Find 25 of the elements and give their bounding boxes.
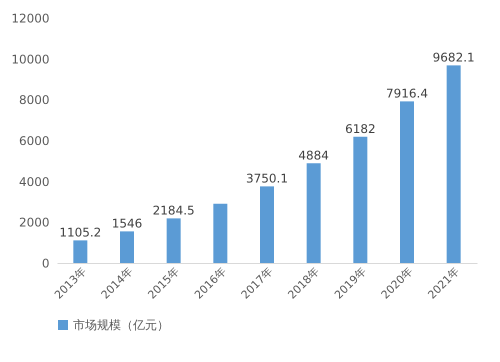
bar	[306, 163, 321, 263]
y-tick-label: 8000	[18, 93, 50, 108]
y-tick-label: 2000	[18, 216, 50, 230]
data-label: 1546	[112, 216, 142, 230]
bar	[166, 218, 181, 263]
bar	[213, 204, 228, 263]
data-label: 9682.1	[432, 50, 475, 64]
data-label: 4884	[298, 148, 329, 162]
legend-label: 市场规模（亿元）	[73, 318, 169, 332]
y-tick-label: 6000	[18, 134, 50, 148]
data-label: 1105.2	[59, 225, 102, 240]
y-tick-label: 0	[42, 256, 50, 270]
data-label: 3750.1	[246, 171, 288, 186]
bar	[260, 186, 274, 263]
data-label: 7916.4	[386, 86, 428, 100]
y-tick-label: 4000	[18, 174, 50, 189]
data-label: 2184.5	[152, 203, 195, 218]
bar	[353, 136, 368, 263]
bar	[120, 231, 134, 263]
bar	[446, 65, 461, 263]
y-tick-label: 10000	[11, 52, 50, 66]
y-tick-label: 12000	[11, 12, 50, 26]
bar	[73, 240, 88, 263]
data-label: 6182	[345, 122, 376, 136]
bar	[400, 101, 414, 263]
